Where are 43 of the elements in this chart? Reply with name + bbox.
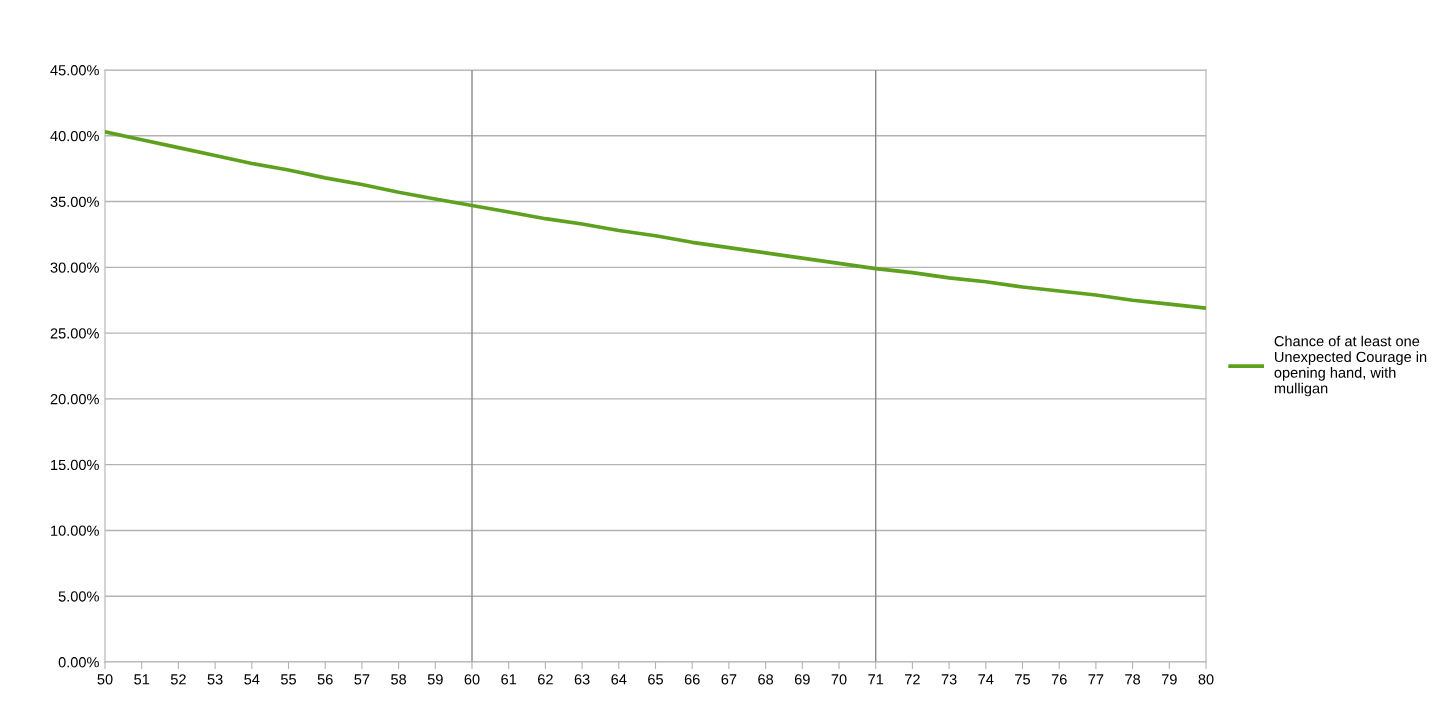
x-tick-label: 55 [280,674,296,685]
x-tick-label: 72 [905,674,920,685]
y-tick-label: 45.00% [50,65,99,76]
x-tick-label: 67 [721,674,737,685]
x-tick-label: 51 [134,674,150,685]
x-tick-label: 63 [574,674,590,685]
x-tick-label: 77 [1088,674,1104,685]
y-tick-label: 35.00% [50,196,99,207]
y-tick-label: 40.00% [50,130,99,142]
y-tick-label: 15.00% [51,459,99,471]
x-tick-label: 57 [354,674,370,685]
x-tick-label: 79 [1161,674,1177,685]
y-tick-label: 5.00% [58,591,99,602]
x-tick-label: 64 [611,674,627,685]
x-tick-label: 71 [868,674,884,685]
x-tick-label: 73 [941,674,957,685]
x-tick-label: 56 [317,674,333,685]
x-tick-label: 75 [1015,674,1030,685]
x-tick-label: 58 [391,674,407,685]
line-series [105,130,1206,310]
x-tick-label: 53 [207,674,223,685]
x-tick-label: 70 [831,674,847,685]
x-tick-label: 59 [427,674,443,685]
y-tick-label: 30.00% [50,262,99,273]
legend-label: Chance of at least one Unexpected Courage in opening hand, with mulligan [1274,335,1427,397]
x-tick-label: 62 [538,674,553,685]
x-tick-label: 61 [501,674,517,685]
y-tick-label: 0.00% [58,657,99,668]
x-tick-label: 66 [684,674,700,685]
x-tick-label: 60 [464,674,480,685]
x-tick-label: 69 [794,674,810,685]
x-tick-label: 50 [97,674,113,685]
y-tick-label: 25.00% [50,328,99,339]
y-tick-label: 20.00% [50,393,99,405]
x-tick-label: 68 [758,674,774,685]
x-tick-label: 74 [978,674,994,685]
y-tick-label: 10.00% [51,525,99,536]
x-tick-label: 52 [170,674,186,685]
x-tick-label: 78 [1125,674,1141,685]
x-tick-label: 76 [1051,674,1067,685]
x-tick-label: 65 [648,674,663,685]
x-tick-label: 54 [244,674,260,685]
x-tick-label: 80 [1198,674,1214,685]
